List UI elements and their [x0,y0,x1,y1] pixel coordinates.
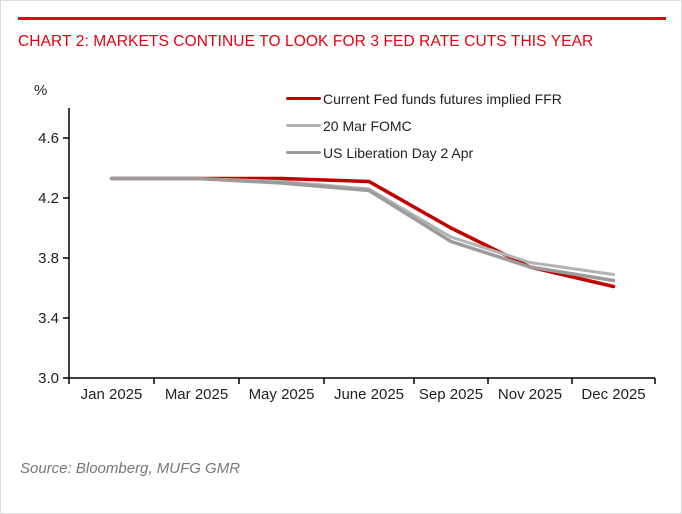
legend-item: 20 Mar FOMC [286,112,562,139]
series-line [109,176,616,289]
legend-label: 20 Mar FOMC [323,117,412,134]
chart-legend: Current Fed funds futures implied FFR 20… [286,85,562,166]
legend-label: Current Fed funds futures implied FFR [323,90,562,107]
x-tick-label: Nov 2025 [498,386,562,403]
series-line [109,176,616,283]
y-tick-label: 3.4 [38,310,59,327]
legend-line-swatch-lightgray [286,124,321,127]
source-note: Source: Bloomberg, MUFG GMR [20,460,241,477]
x-tick-label: Sep 2025 [419,386,483,403]
chart-title: CHART 2: MARKETS CONTINUE TO LOOK FOR 3 … [18,33,594,50]
legend-item: US Liberation Day 2 Apr [286,139,562,166]
y-axis-unit-label: % [34,82,48,99]
y-tick-label: 3.8 [38,250,59,267]
title-rule [18,17,666,20]
y-tick-label: 4.6 [38,130,59,147]
y-tick-label: 3.0 [38,370,59,387]
series-line [110,177,615,276]
x-tick-label: Jan 2025 [81,386,143,403]
y-tick-label: 4.2 [38,190,59,207]
legend-label: US Liberation Day 2 Apr [323,144,474,161]
x-tick-label: Dec 2025 [581,386,645,403]
legend-item: Current Fed funds futures implied FFR [286,85,562,112]
x-tick-label: June 2025 [334,386,404,403]
legend-line-swatch-red [286,96,321,101]
x-tick-label: May 2025 [249,386,315,403]
legend-line-swatch-darkgray [286,150,321,155]
x-tick-label: Mar 2025 [165,386,228,403]
